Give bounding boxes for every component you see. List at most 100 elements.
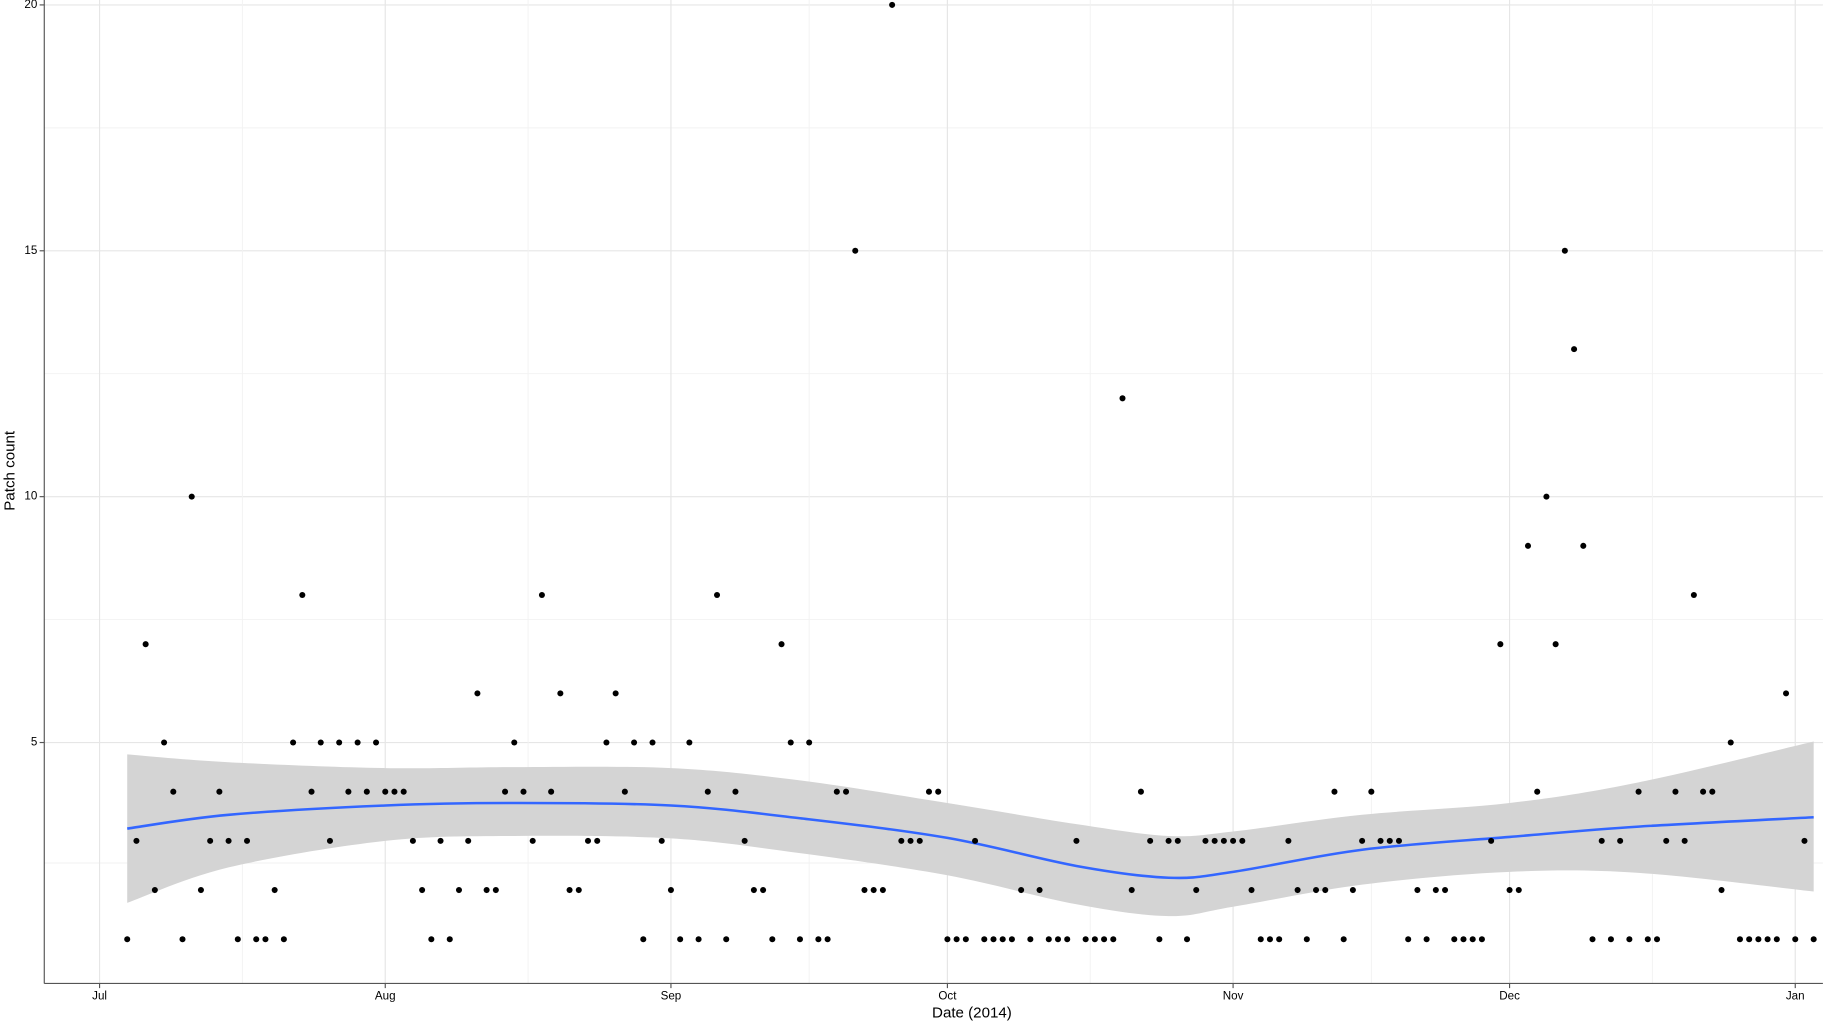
point — [1451, 936, 1458, 943]
point — [566, 887, 573, 894]
point — [1672, 788, 1679, 795]
point — [999, 936, 1006, 943]
point — [1036, 887, 1043, 894]
point — [1368, 788, 1375, 795]
y-tick-label: 15 — [24, 244, 37, 257]
point — [336, 739, 343, 746]
point — [1607, 936, 1614, 943]
point — [1635, 788, 1642, 795]
point — [870, 887, 877, 894]
point — [382, 788, 389, 795]
point — [1460, 936, 1467, 943]
point — [1082, 936, 1089, 943]
point — [1377, 837, 1384, 844]
point — [1165, 837, 1172, 844]
y-tick-label: 10 — [24, 490, 37, 503]
point — [1147, 837, 1154, 844]
point — [538, 591, 545, 599]
point — [1331, 788, 1338, 795]
point — [861, 887, 868, 894]
point — [1414, 887, 1421, 894]
point — [1202, 837, 1209, 844]
point — [243, 837, 251, 844]
point — [1101, 936, 1108, 943]
point — [1792, 936, 1799, 943]
point — [1045, 936, 1052, 943]
point — [1386, 837, 1393, 844]
point — [778, 641, 785, 648]
point — [852, 247, 859, 254]
point — [1663, 837, 1670, 844]
point — [1018, 887, 1025, 894]
point — [1488, 837, 1495, 844]
point — [658, 837, 665, 844]
y-tick-label: 20 — [24, 0, 37, 11]
point — [391, 788, 398, 795]
point — [1230, 837, 1237, 844]
point — [280, 936, 287, 943]
point — [317, 739, 324, 746]
point — [1183, 936, 1191, 943]
point — [1478, 936, 1485, 943]
point — [769, 936, 776, 943]
point — [1313, 887, 1320, 894]
point — [1589, 936, 1596, 943]
point — [1580, 542, 1587, 549]
point — [455, 887, 463, 894]
point — [170, 788, 177, 795]
plot-area — [124, 1, 1817, 943]
point — [1266, 936, 1273, 943]
point — [548, 788, 555, 795]
point — [1506, 887, 1513, 894]
point — [262, 936, 269, 943]
point — [594, 837, 601, 844]
point — [1294, 887, 1301, 894]
point — [373, 739, 380, 746]
y-axis-title: Patch count — [2, 430, 19, 511]
point — [815, 936, 822, 943]
point — [1137, 788, 1144, 795]
point — [824, 936, 831, 943]
point — [686, 739, 693, 746]
point — [437, 837, 444, 844]
point — [1110, 936, 1117, 943]
point — [188, 493, 195, 500]
point — [1653, 936, 1661, 943]
point — [1469, 936, 1476, 943]
point — [419, 887, 426, 894]
point — [1091, 936, 1098, 943]
point — [520, 788, 527, 795]
point — [1736, 936, 1743, 943]
point — [667, 887, 674, 894]
point — [345, 788, 352, 795]
point — [1276, 936, 1283, 943]
point — [400, 788, 407, 795]
point — [1700, 788, 1707, 795]
point — [1810, 936, 1817, 943]
point — [760, 887, 767, 894]
x-tick-label: Jul — [92, 989, 107, 1002]
point — [631, 739, 638, 746]
point — [142, 641, 149, 648]
point — [640, 936, 647, 943]
point — [1349, 887, 1356, 894]
point — [207, 837, 214, 844]
point — [557, 690, 564, 697]
point — [1156, 936, 1163, 943]
point — [907, 837, 914, 844]
point — [1239, 837, 1246, 844]
point — [732, 788, 739, 795]
point — [216, 788, 223, 795]
point — [151, 887, 158, 894]
point — [621, 788, 628, 795]
point — [502, 788, 509, 795]
point — [1073, 837, 1080, 844]
point — [133, 837, 140, 844]
point — [1690, 591, 1697, 599]
x-axis-title: Date (2014) — [932, 1005, 1012, 1022]
point — [981, 936, 988, 943]
point — [584, 837, 592, 844]
point — [1681, 837, 1688, 844]
